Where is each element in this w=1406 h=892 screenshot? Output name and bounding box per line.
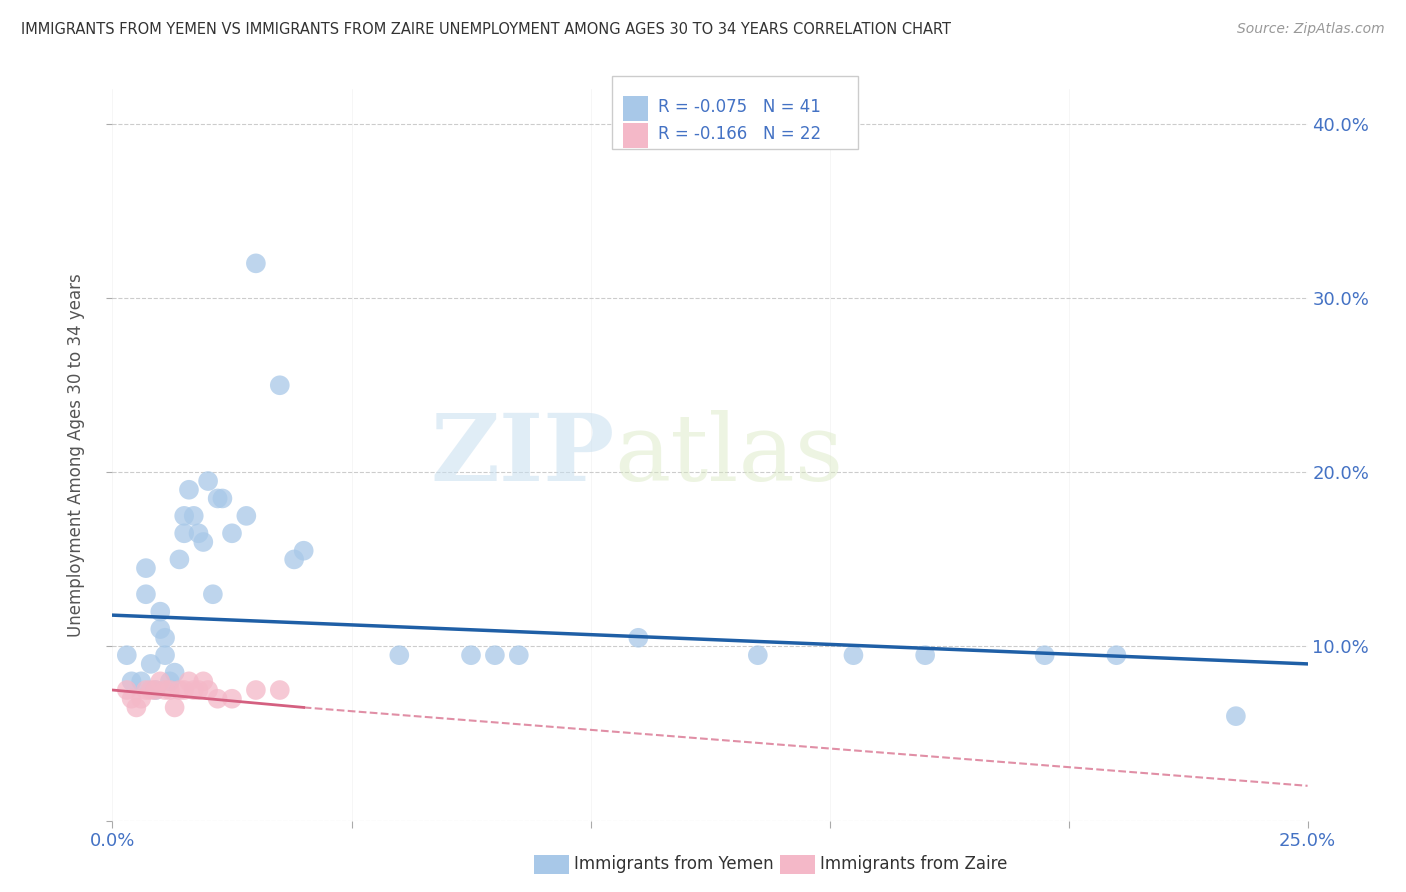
Point [269, 683, 291, 698]
Point [388, 648, 411, 663]
Point [149, 674, 172, 689]
Text: R = -0.075   N = 41: R = -0.075 N = 41 [658, 97, 821, 116]
Point [183, 683, 205, 698]
Point [135, 683, 157, 698]
Point [125, 700, 148, 714]
Point [159, 683, 181, 698]
Point [292, 543, 315, 558]
Point [914, 648, 936, 663]
Point [842, 648, 865, 663]
Point [173, 683, 195, 698]
Text: IMMIGRANTS FROM YEMEN VS IMMIGRANTS FROM ZAIRE UNEMPLOYMENT AMONG AGES 30 TO 34 : IMMIGRANTS FROM YEMEN VS IMMIGRANTS FROM… [21, 22, 950, 37]
Text: Immigrants from Zaire: Immigrants from Zaire [820, 855, 1007, 873]
Text: Source: ZipAtlas.com: Source: ZipAtlas.com [1237, 22, 1385, 37]
Point [115, 683, 138, 698]
Point [221, 526, 243, 541]
Point [269, 378, 291, 392]
Point [197, 474, 219, 488]
Point [169, 683, 191, 698]
Point [145, 683, 167, 698]
Point [183, 508, 205, 523]
Point [1225, 709, 1247, 723]
Point [149, 605, 172, 619]
Text: ZIP: ZIP [430, 410, 614, 500]
Point [211, 491, 233, 506]
Point [139, 683, 162, 698]
Y-axis label: Unemployment Among Ages 30 to 34 years: Unemployment Among Ages 30 to 34 years [67, 273, 86, 637]
Point [159, 674, 181, 689]
Text: atlas: atlas [614, 410, 844, 500]
Point [484, 648, 506, 663]
Point [627, 631, 650, 645]
Text: Immigrants from Yemen: Immigrants from Yemen [574, 855, 773, 873]
Point [207, 691, 229, 706]
Point [145, 683, 167, 698]
Point [129, 691, 152, 706]
Point [460, 648, 482, 663]
Point [1105, 648, 1128, 663]
Point [169, 552, 191, 566]
Point [197, 683, 219, 698]
Point [173, 526, 195, 541]
Point [153, 683, 176, 698]
Point [149, 622, 172, 636]
Point [245, 683, 267, 698]
Point [115, 648, 138, 663]
Point [121, 674, 143, 689]
Point [747, 648, 769, 663]
Point [235, 508, 257, 523]
Point [163, 700, 186, 714]
Point [283, 552, 305, 566]
Text: R = -0.166   N = 22: R = -0.166 N = 22 [658, 126, 821, 144]
Point [187, 526, 209, 541]
Point [153, 648, 176, 663]
Point [221, 691, 243, 706]
Point [139, 657, 162, 671]
Point [135, 561, 157, 575]
Point [163, 665, 186, 680]
Point [193, 535, 215, 549]
Point [177, 483, 200, 497]
Point [193, 674, 215, 689]
Point [129, 674, 152, 689]
Point [508, 648, 530, 663]
Point [153, 631, 176, 645]
Point [187, 683, 209, 698]
Point [173, 508, 195, 523]
Point [245, 256, 267, 270]
Point [121, 691, 143, 706]
Point [1033, 648, 1056, 663]
Point [207, 491, 229, 506]
Point [201, 587, 224, 601]
Point [177, 674, 200, 689]
Point [135, 587, 157, 601]
